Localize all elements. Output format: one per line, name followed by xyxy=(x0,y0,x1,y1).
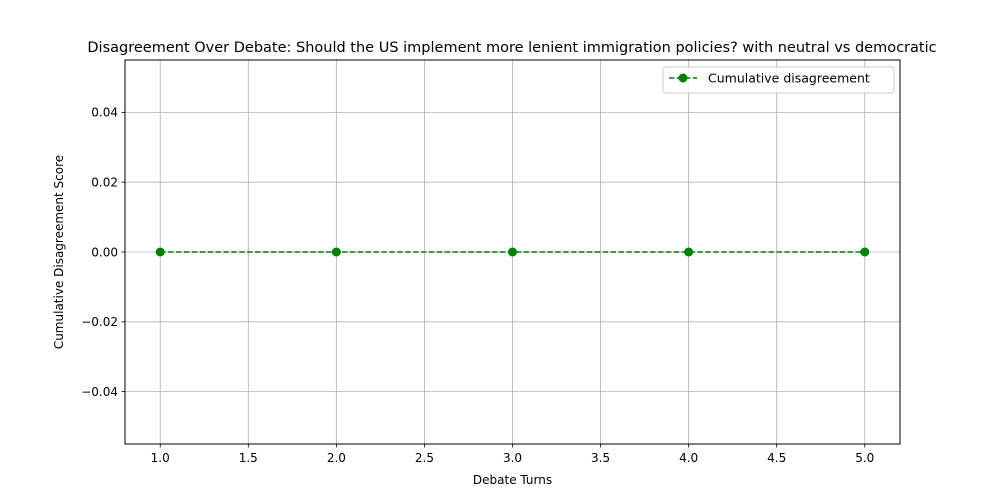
axis-ticks: 1.0 1.5 2.0 2.5 3.0 3.5 4.0 4.5 5.0 −0.04 −0.02 0.0… xyxy=(81,106,874,465)
data-point xyxy=(684,247,694,257)
x-tick-label: 3.5 xyxy=(591,451,610,465)
x-tick-label: 3.0 xyxy=(503,451,522,465)
y-tick-label: 0.02 xyxy=(91,175,118,189)
series-layer xyxy=(155,247,870,257)
legend-entry-cumulative-disagreement: Cumulative disagreement xyxy=(708,71,870,86)
x-axis-label: Debate Turns xyxy=(473,473,552,487)
y-tick-label: 0.00 xyxy=(91,245,118,259)
legend-box xyxy=(662,66,895,94)
y-tick-label: −0.02 xyxy=(81,315,118,329)
data-point xyxy=(155,247,165,257)
legend-marker xyxy=(678,73,688,83)
x-tick-label: 5.0 xyxy=(855,451,874,465)
x-tick-label: 1.5 xyxy=(239,451,258,465)
data-point xyxy=(860,247,870,257)
x-tick-label: 1.0 xyxy=(151,451,170,465)
legend: Cumulative disagreement xyxy=(662,66,895,94)
data-point xyxy=(331,247,341,257)
data-point xyxy=(508,247,517,257)
x-tick-label: 4.5 xyxy=(767,451,786,465)
chart-title: Disagreement Over Debate: Should the US … xyxy=(87,40,936,56)
x-tick-label: 2.0 xyxy=(327,451,346,465)
x-tick-label: 4.0 xyxy=(679,451,698,465)
grid xyxy=(125,60,900,444)
y-tick-label: −0.04 xyxy=(81,385,118,399)
x-tick-label: 2.5 xyxy=(415,451,434,465)
y-tick-label: 0.04 xyxy=(91,106,118,120)
y-axis-label: Cumulative Disagreement Score xyxy=(52,155,66,349)
